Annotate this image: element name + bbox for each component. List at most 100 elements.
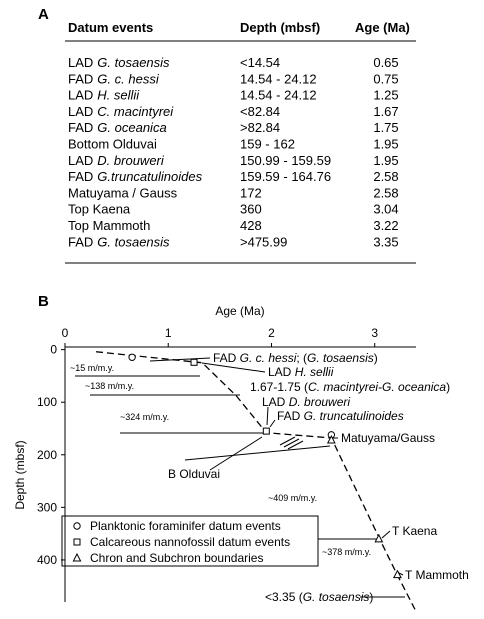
event-cell-part: FAD: [68, 71, 93, 86]
annotation: LAD D. brouweri: [262, 395, 350, 409]
annotation-part: T Kaena: [392, 524, 437, 538]
annotation-part: Matuyama/Gauss: [341, 431, 435, 445]
annotation-part: G. c. hessi: [240, 351, 297, 365]
age-cell: 3.04: [373, 202, 398, 217]
panel-label: B: [38, 293, 49, 310]
y-tick-label: 200: [37, 448, 57, 462]
event-cell: Matuyama / Gauss: [68, 185, 178, 200]
annotation-part: FAD: [213, 351, 240, 365]
event-cell-part: LAD: [68, 153, 93, 168]
event-cell: Top Mammoth: [68, 218, 150, 233]
event-cell-part: LAD: [68, 104, 93, 119]
event-cell-part: LAD: [68, 88, 93, 103]
column-header: Datum events: [68, 20, 153, 35]
x-tick-label: 2: [268, 326, 275, 340]
annotation: FAD G. c. hessi; (G. tosaensis): [213, 351, 378, 365]
y-axis-title: Depth (mbsf): [13, 440, 27, 509]
y-tick-label: 100: [37, 395, 57, 409]
depth-cell: <82.84: [240, 104, 280, 119]
annotation: B Olduvai: [168, 467, 220, 481]
triangle-marker: [326, 434, 336, 444]
legend-marker: [73, 522, 81, 530]
event-cell-part: H. sellii: [97, 88, 140, 103]
annotation: LAD H. sellii: [268, 365, 334, 379]
event-cell-part: G. tosaensis: [97, 234, 170, 249]
annotation-part: H. sellii: [295, 365, 334, 379]
square-marker: [262, 427, 270, 435]
event-cell-part: Top Mammoth: [68, 218, 150, 233]
age-model-line: [95, 351, 416, 610]
column-header: Age (Ma): [355, 20, 410, 35]
age-cell: 3.35: [373, 234, 398, 249]
column-header: Depth (mbsf): [240, 20, 320, 35]
event-cell-part: Bottom Olduvai: [68, 137, 157, 152]
event-cell: Bottom Olduvai: [68, 137, 157, 152]
event-cell: LAD G. tosaensis: [68, 55, 170, 70]
depth-cell: 360: [240, 202, 262, 217]
y-tick-label: 300: [37, 500, 57, 514]
depth-cell: 14.54 - 24.12: [240, 71, 317, 86]
depth-cell: 159.59 - 164.76: [240, 169, 331, 184]
annotation-part: FAD: [277, 409, 304, 423]
square-marker: [190, 358, 198, 366]
event-cell-part: G. oceanica: [97, 120, 166, 135]
event-cell-part: G. c. hessi: [97, 71, 160, 86]
age-cell: 3.22: [373, 218, 398, 233]
event-cell-part: LAD: [68, 55, 93, 70]
event-cell-part: Matuyama / Gauss: [68, 185, 178, 200]
annotation-part: C. macintyrei-G. oceanica: [308, 380, 446, 394]
y-tick-label: 0: [50, 343, 57, 357]
annotation: FAD G. truncatulinoides: [277, 409, 404, 423]
age-cell: 1.25: [373, 88, 398, 103]
event-cell: FAD G. tosaensis: [68, 234, 170, 249]
y-tick-label: 400: [37, 553, 57, 567]
annotation-part: ): [374, 351, 378, 365]
depth-cell: 150.99 - 159.59: [240, 153, 331, 168]
depth-cell: >82.84: [240, 120, 280, 135]
age-cell: 1.67: [373, 104, 398, 119]
annotation: Matuyama/Gauss: [341, 431, 435, 445]
annotation-part: <3.35 (: [265, 590, 303, 604]
annotation-part: 1.67-1.75 (: [250, 380, 308, 394]
event-cell-part: D. brouweri: [97, 153, 165, 168]
age-cell: 1.95: [373, 137, 398, 152]
event-cell: FAD G. c. hessi: [68, 71, 160, 86]
x-tick-label: 3: [371, 326, 378, 340]
annotation: T Mammoth: [405, 568, 469, 582]
depth-cell: 14.54 - 24.12: [240, 88, 317, 103]
age-cell: 0.65: [373, 55, 398, 70]
annotation: <3.35 (G. tosaensis): [265, 590, 373, 604]
legend-marker: [72, 552, 82, 562]
age-cell: 1.95: [373, 153, 398, 168]
annotation: T Kaena: [392, 524, 437, 538]
age-cell: 2.58: [373, 169, 398, 184]
event-cell-part: G. tosaensis: [97, 55, 170, 70]
event-cell: LAD H. sellii: [68, 88, 140, 103]
event-cell-part: FAD: [68, 169, 93, 184]
annotation-part: G. tosaensis: [307, 351, 374, 365]
annotation-part: LAD: [268, 365, 295, 379]
annotation: 1.67-1.75 (C. macintyrei-G. oceanica): [250, 380, 450, 394]
age-cell: 1.75: [373, 120, 398, 135]
rate-label: ~15 m/m.y.: [70, 363, 114, 373]
legend-label: Planktonic foraminifer datum events: [90, 519, 281, 533]
triangle-marker: [392, 569, 402, 579]
triangle-marker: [374, 533, 384, 543]
annotation-part: ; (: [296, 351, 307, 365]
event-cell-part: G.truncatulinoides: [97, 169, 202, 184]
annotation-part: B Olduvai: [168, 467, 220, 481]
rate-label: ~409 m/m.y.: [268, 493, 317, 503]
legend-label: Calcareous nannofossil datum events: [90, 535, 290, 549]
leaders: [75, 357, 405, 598]
annotation-part: D. brouweri: [289, 395, 351, 409]
depth-cell: 172: [240, 185, 262, 200]
annotation-part: G. truncatulinoides: [304, 409, 404, 423]
legend-box: [61, 515, 319, 567]
event-cell-part: C. macintyrei: [97, 104, 174, 119]
age-cell: 0.75: [373, 71, 398, 86]
event-cell: LAD C. macintyrei: [68, 104, 174, 119]
annotation-part: ): [369, 590, 373, 604]
x-tick-label: 1: [165, 326, 172, 340]
event-cell: LAD D. brouweri: [68, 153, 165, 168]
